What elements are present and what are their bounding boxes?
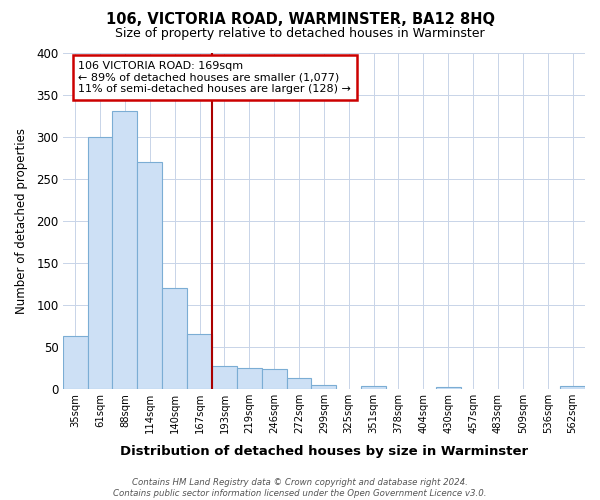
Bar: [187, 334, 212, 389]
Text: 106, VICTORIA ROAD, WARMINSTER, BA12 8HQ: 106, VICTORIA ROAD, WARMINSTER, BA12 8HQ: [106, 12, 494, 28]
Y-axis label: Number of detached properties: Number of detached properties: [15, 128, 28, 314]
Bar: [311, 386, 337, 389]
Bar: [436, 387, 461, 389]
Bar: [262, 368, 287, 389]
Bar: [162, 288, 187, 389]
Bar: [361, 386, 386, 389]
Bar: [212, 366, 237, 389]
Text: Size of property relative to detached houses in Warminster: Size of property relative to detached ho…: [115, 28, 485, 40]
Bar: [287, 378, 311, 389]
Bar: [88, 136, 112, 389]
Bar: [137, 162, 162, 389]
X-axis label: Distribution of detached houses by size in Warminster: Distribution of detached houses by size …: [120, 444, 528, 458]
Text: 106 VICTORIA ROAD: 169sqm
← 89% of detached houses are smaller (1,077)
11% of se: 106 VICTORIA ROAD: 169sqm ← 89% of detac…: [79, 61, 351, 94]
Bar: [112, 112, 137, 389]
Bar: [63, 336, 88, 389]
Text: Contains HM Land Registry data © Crown copyright and database right 2024.
Contai: Contains HM Land Registry data © Crown c…: [113, 478, 487, 498]
Bar: [560, 386, 585, 389]
Bar: [237, 368, 262, 389]
